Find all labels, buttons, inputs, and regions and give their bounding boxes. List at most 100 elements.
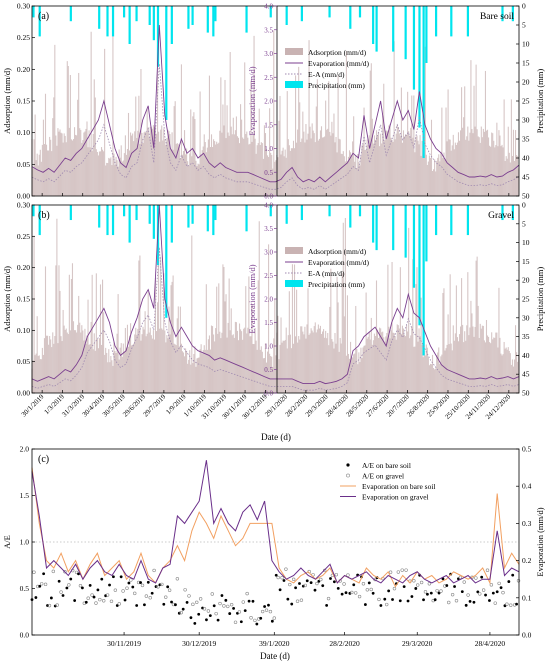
legend-swatch-bare-soil-point <box>346 463 350 467</box>
precipitation-bar <box>434 205 438 236</box>
point-gravel <box>450 592 455 597</box>
precipitation-bar <box>135 6 138 22</box>
mid-tick-label: 4.0 <box>264 202 273 210</box>
precipitation-bar <box>32 205 35 217</box>
point-bare-soil <box>274 573 278 577</box>
precipitation-bar <box>214 205 217 221</box>
precipitation-bar <box>404 205 407 258</box>
point-gravel <box>346 573 350 577</box>
point-gravel <box>385 602 389 607</box>
right-tick-label: 10 <box>522 238 530 247</box>
point-bare-soil <box>208 614 212 618</box>
point-bare-soil <box>205 618 208 622</box>
right-tick-label: 20 <box>522 276 530 285</box>
point-bare-soil <box>329 577 332 580</box>
precipitation-bar <box>300 6 303 22</box>
x-tick-label: 29/3/2020 <box>402 639 433 648</box>
point-gravel <box>226 604 230 609</box>
adsorption-bars <box>31 217 520 393</box>
point-bare-soil <box>189 616 193 620</box>
precipitation-bar <box>245 6 248 33</box>
legend-label: Precipitation (mm) <box>308 81 365 90</box>
point-gravel <box>458 575 463 580</box>
mid-tick-label: 2.5 <box>264 74 273 82</box>
precipitation-bar <box>69 6 72 22</box>
right-tick-label: 10 <box>522 40 530 49</box>
precipitation-bar <box>165 6 168 120</box>
precipitation-bar <box>111 6 115 37</box>
legend-swatch-adsorption <box>285 247 303 254</box>
point-bare-soil <box>88 583 92 587</box>
point-gravel <box>183 588 187 592</box>
precipitation-bar <box>111 205 115 236</box>
left-tick-label: 1.0 <box>20 538 30 547</box>
point-bare-soil <box>34 596 38 599</box>
point-gravel <box>47 603 52 608</box>
point-gravel <box>113 588 118 592</box>
point-bare-soil <box>363 603 367 606</box>
precipitation-bar <box>269 205 272 217</box>
point-bare-soil <box>472 600 476 604</box>
right-tick-label: 50 <box>522 192 530 201</box>
precipitation-bar <box>135 205 138 221</box>
ea-line <box>31 247 520 391</box>
precipitation-bar <box>511 205 514 221</box>
point-bare-soil <box>511 573 515 577</box>
mid-tick-label: 1.5 <box>264 319 273 327</box>
precipitation-bar <box>418 6 421 128</box>
panel-c: 0.0 0.5 1.0 1.5 2.0 0.0 0.1 0.2 0.3 0.4 0.5 A/E Evap… <box>2 445 545 662</box>
precipitation-bar <box>300 205 303 221</box>
point-gravel <box>160 582 164 587</box>
point-bare-soil <box>143 603 146 607</box>
legend-label: Evaporation on gravel <box>362 493 429 502</box>
point-bare-soil <box>251 599 255 603</box>
point-gravel <box>121 589 125 593</box>
point-bare-soil <box>383 597 387 601</box>
point-gravel <box>51 569 56 574</box>
point-gravel <box>164 595 168 599</box>
point-gravel <box>416 583 420 587</box>
right-tick-label: 45 <box>522 173 530 182</box>
right-tick-label: 40 <box>522 154 530 163</box>
point-gravel <box>501 590 505 595</box>
panel-b: 0.00 0.05 0.10 0.15 0.20 0.25 0.30 0.0 0.5 1.0 1.5… <box>2 201 545 443</box>
point-gravel <box>249 616 253 620</box>
right-axis-title: Precipitation (mm) <box>535 69 545 134</box>
right-tick-label: 5 <box>522 21 526 30</box>
point-bare-soil <box>65 586 69 590</box>
legend-label: Evaporation (mm/d) <box>308 59 370 68</box>
panel-label: (c) <box>38 454 49 465</box>
point-bare-soil <box>119 575 123 579</box>
point-bare-soil <box>398 599 402 603</box>
point-gravel <box>32 570 36 574</box>
legend-swatch-precipitation <box>285 81 303 88</box>
point-bare-soil <box>488 599 491 602</box>
left-axis-title: Adsorption (mm/d) <box>2 266 12 332</box>
precipitation-bar <box>170 6 173 44</box>
right-tick-label: 0 <box>522 201 526 210</box>
point-gravel <box>388 570 393 574</box>
x-tick-label: 30/11/2019 <box>107 639 141 648</box>
precipitation-bars <box>32 6 514 158</box>
point-bare-soil <box>503 604 507 608</box>
point-gravel <box>214 611 218 616</box>
point-gravel <box>392 586 397 591</box>
point-gravel <box>39 582 44 586</box>
point-bare-soil <box>61 594 65 597</box>
point-bare-soil <box>108 583 111 587</box>
point-gravel <box>322 568 327 573</box>
point-gravel <box>264 608 269 612</box>
point-gravel <box>117 602 121 606</box>
left-tick-label: 0.05 <box>17 160 30 169</box>
point-gravel <box>167 588 172 592</box>
point-bare-soil <box>243 609 247 613</box>
point-gravel <box>272 616 276 620</box>
point-bare-soil <box>391 598 394 601</box>
point-gravel <box>67 583 71 587</box>
point-gravel <box>315 581 319 586</box>
right-axis-title: Evaporation (mm/d) <box>535 507 545 576</box>
precipitation-bar <box>170 205 173 243</box>
point-gravel <box>481 588 486 592</box>
point-gravel <box>241 600 245 604</box>
point-gravel <box>260 609 265 614</box>
